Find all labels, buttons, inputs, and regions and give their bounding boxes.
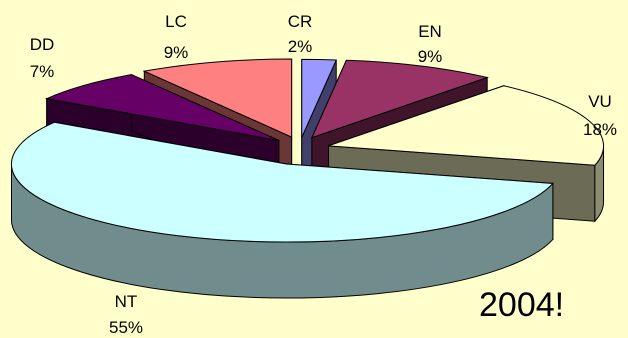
slice-top [142,58,293,138]
slice-label-percent: 7% [30,62,55,81]
slice-top [328,85,605,166]
slice-label-category: VU [588,92,612,111]
slice-label-category: DD [30,35,55,54]
slice-top [11,121,554,243]
slice-top [44,74,279,141]
year-label: 2004! [479,286,564,324]
slice-labels: CR 2% EN 9% VU 18% NT 55% DD 7% LC 9% [30,12,617,337]
slice-label-category: EN [418,22,442,41]
slice-label-percent: 9% [418,47,443,66]
pie-slice-nt [10,121,554,299]
slice-label-percent: 2% [288,37,313,56]
slice-label-category: LC [165,12,187,31]
slice-top [310,59,490,139]
slice-label-category: CR [288,12,313,31]
slice-top [301,58,337,138]
pie-slices [10,58,605,299]
slice-label-category: NT [115,292,138,311]
slice-label-percent: 55% [109,318,143,337]
slice-label-percent: 18% [583,120,617,139]
slice-label-percent: 9% [164,43,189,62]
